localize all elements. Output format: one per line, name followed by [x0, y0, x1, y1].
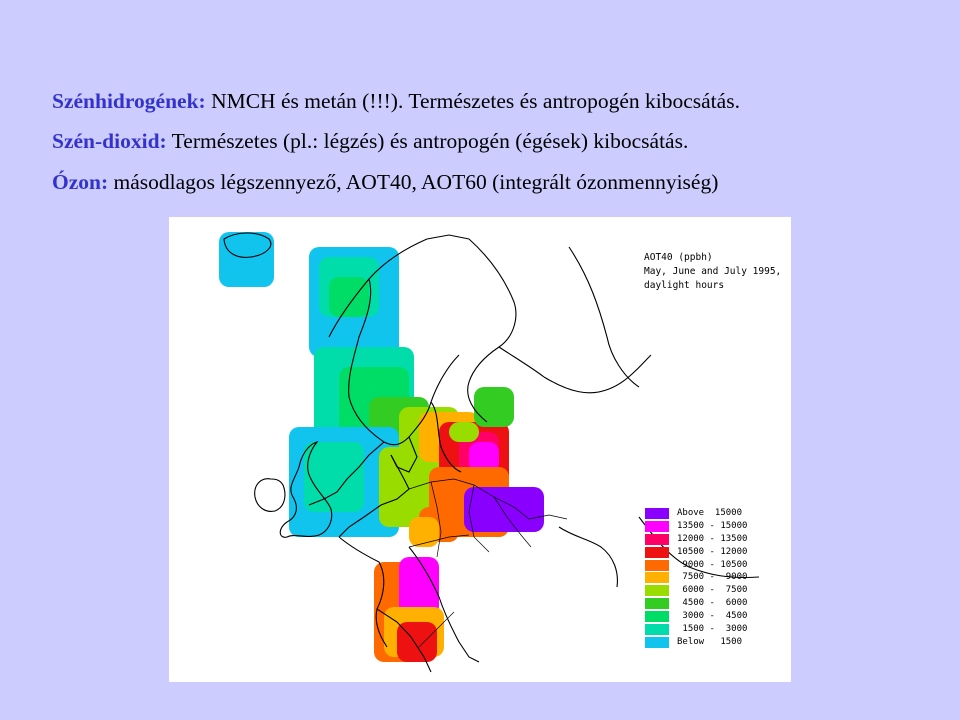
legend-label: 4500 - 6000 — [677, 598, 748, 609]
legend-swatch — [645, 585, 669, 597]
map-title-line-2: May, June and July 1995, — [644, 266, 782, 277]
term-ozone: Ózon: — [52, 170, 109, 194]
legend-row: 13500 - 15000 — [645, 520, 785, 533]
legend-label: Above 15000 — [677, 508, 743, 518]
legend-row: Above 15000 — [645, 507, 785, 520]
legend-row: 12000 - 13500 — [645, 533, 785, 546]
ozone-cell — [219, 232, 274, 287]
text-line-co2: Szén-dioxid: Természetes (pl.: légzés) é… — [52, 129, 688, 154]
legend-label: 3000 - 4500 — [677, 611, 748, 622]
legend-label: 12000 - 13500 — [677, 533, 748, 544]
map-canvas — [219, 232, 760, 673]
legend-row: 1500 - 3000 — [645, 623, 785, 636]
ozone-cell — [304, 442, 364, 512]
legend-label: 6000 - 7500 — [677, 585, 748, 596]
legend-swatch — [645, 520, 669, 532]
term-co2: Szén-dioxid: — [52, 129, 167, 153]
legend-row: Below 1500 — [645, 636, 785, 649]
map-title-line-3: daylight hours — [644, 280, 725, 291]
map-title: AOT40 (ppbh) May, June and July 1995, dayl… — [644, 251, 781, 293]
legend-swatch — [645, 508, 669, 519]
legend-row: 10500 - 12000 — [645, 546, 785, 559]
legend-swatch — [645, 559, 669, 571]
map-title-line-1: AOT40 (ppbh) — [644, 252, 713, 263]
legend-row: 3000 - 4500 — [645, 610, 785, 623]
desc-ozone: másodlagos légszennyező, AOT40, AOT60 (i… — [108, 170, 719, 194]
legend-swatch — [645, 572, 669, 584]
legend-row: 9000 - 10500 — [645, 559, 785, 572]
ozone-cell — [409, 517, 439, 547]
text-line-ozone: Ózon: másodlagos légszennyező, AOT40, AO… — [52, 170, 718, 195]
legend-row: 4500 - 6000 — [645, 597, 785, 610]
ozone-cell — [399, 557, 439, 617]
aot40-map: AOT40 (ppbh) May, June and July 1995, dayl… — [169, 217, 791, 682]
legend-swatch — [645, 636, 669, 648]
desc-hydrocarbons: NMCH és metán (!!!). Természetes és antr… — [205, 89, 740, 113]
ozone-cell — [474, 387, 514, 427]
ozone-cell — [329, 277, 369, 317]
coastlines — [223, 232, 760, 673]
legend: Above 15000 13500 - 15000 12000 - 13500 105… — [645, 507, 785, 649]
legend-swatch — [645, 611, 669, 623]
ozone-cell — [379, 447, 439, 527]
desc-co2: Természetes (pl.: légzés) és antropogén … — [166, 129, 689, 153]
legend-label: 1500 - 3000 — [677, 624, 748, 635]
legend-row: 7500 - 9000 — [645, 571, 785, 584]
legend-swatch — [645, 533, 669, 545]
legend-label: 7500 - 9000 — [677, 572, 748, 583]
legend-swatch — [645, 624, 669, 636]
legend-label: Below 1500 — [677, 636, 743, 647]
ozone-cell — [449, 422, 479, 442]
term-hydrocarbons: Szénhidrogének: — [52, 89, 206, 113]
legend-label: 10500 - 12000 — [677, 546, 748, 557]
legend-label: 9000 - 10500 — [677, 559, 748, 570]
country-borders — [408, 478, 568, 648]
ozone-cell — [489, 492, 529, 522]
text-line-hydrocarbons: Szénhidrogének: NMCH és metán (!!!). Ter… — [52, 89, 740, 114]
legend-label: 13500 - 15000 — [677, 520, 748, 531]
ozone-cell — [469, 442, 499, 472]
legend-swatch — [645, 598, 669, 610]
legend-swatch — [645, 546, 669, 558]
legend-row: 6000 - 7500 — [645, 584, 785, 597]
